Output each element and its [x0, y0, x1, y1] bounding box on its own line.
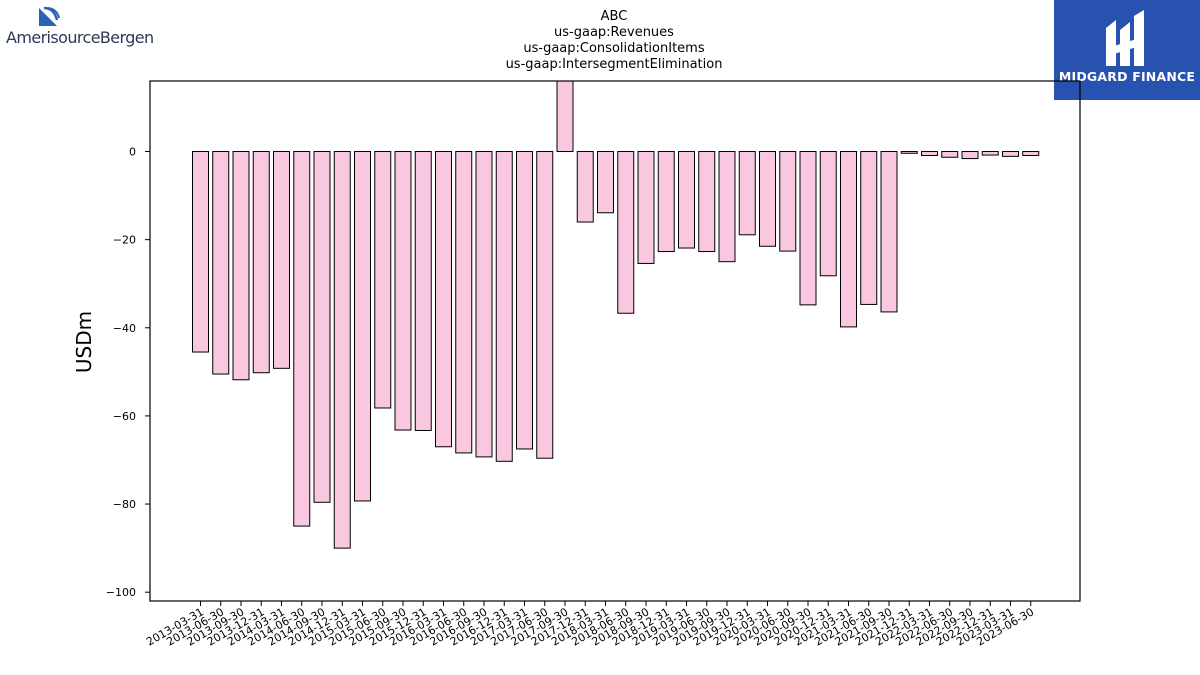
bar: [759, 151, 776, 247]
bar: [495, 151, 513, 462]
bar: [860, 151, 878, 305]
bar: [981, 151, 999, 156]
y-tick-label: −60: [113, 410, 136, 423]
chart-title-line: ABC: [601, 9, 628, 24]
plot-frame: [149, 80, 1081, 602]
y-tick-label: −20: [113, 234, 136, 247]
chart-title-line: us-gaap:IntersegmentElimination: [506, 57, 723, 72]
bar: [516, 151, 533, 450]
midgard-finance-logo-icon: [1106, 10, 1144, 66]
bar: [232, 151, 250, 381]
bar: [374, 151, 392, 409]
bar: [414, 151, 432, 431]
bar: [819, 151, 837, 277]
bar: [313, 151, 331, 503]
bar: [354, 151, 371, 502]
bar: [698, 151, 716, 253]
bar: [880, 151, 898, 313]
y-tick-label: −40: [113, 322, 136, 335]
bar: [840, 151, 857, 328]
midgard-finance-logo-text: MIDGARD FINANCE: [1058, 69, 1196, 84]
bar: [394, 151, 412, 431]
y-tick-label: 0: [129, 146, 136, 159]
bar: [1022, 151, 1040, 156]
y-axis-label: USDm: [72, 311, 96, 373]
bar: [657, 151, 675, 253]
y-tick-label: −80: [113, 498, 136, 511]
chart-title: ABC us-gaap:Revenues us-gaap:Consolidati…: [506, 9, 723, 72]
chart-title-line: us-gaap:Revenues: [554, 25, 674, 40]
bar: [536, 151, 554, 459]
bar: [799, 151, 817, 306]
bar: [576, 151, 594, 223]
bar: [556, 80, 574, 153]
bar: [678, 151, 695, 249]
y-axis: 0 −20 −40 −60 −80 −100: [106, 146, 150, 599]
bar: [779, 151, 797, 252]
chart-title-line: us-gaap:ConsolidationItems: [523, 41, 704, 56]
bar: [637, 151, 655, 264]
amerisourcebergen-logo-icon: [39, 6, 60, 26]
bar: [475, 151, 493, 458]
bar: [1002, 151, 1019, 157]
bar: [738, 151, 756, 236]
amerisourcebergen-logo: AmerisourceBergen: [6, 6, 166, 50]
amerisourcebergen-logo-text: AmerisourceBergen: [6, 28, 154, 47]
bar: [333, 151, 351, 549]
y-tick-label: −100: [106, 586, 136, 599]
bar: [900, 151, 918, 154]
bar: [435, 151, 452, 448]
bar: [921, 151, 938, 156]
bar: [293, 151, 311, 527]
bar: [597, 151, 614, 214]
bar: [617, 151, 635, 314]
bar: [252, 151, 270, 374]
x-axis: 2013-03-312013-06-302013-09-302013-12-31…: [144, 601, 1036, 649]
bar: [192, 151, 209, 353]
midgard-finance-logo: MIDGARD FINANCE: [1054, 0, 1200, 100]
bar: [273, 151, 290, 369]
bar: [941, 151, 959, 158]
bar: [455, 151, 473, 454]
bar: [212, 151, 230, 375]
bar: [961, 151, 979, 160]
bar: [718, 151, 736, 263]
bar-series: [192, 80, 1040, 549]
